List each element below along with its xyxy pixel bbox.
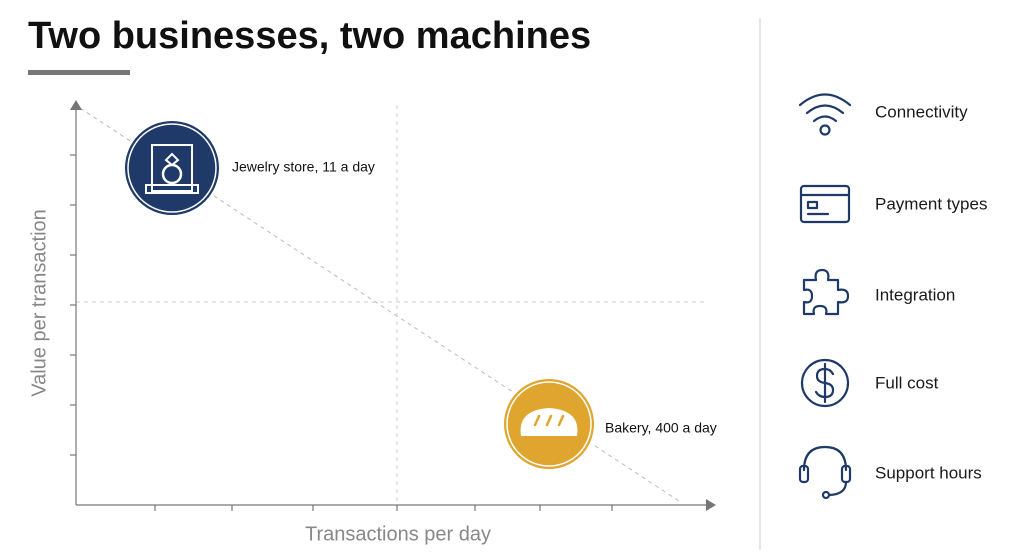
headset-icon bbox=[798, 445, 852, 500]
title: Two businesses, two machines bbox=[28, 15, 591, 57]
factor-label: Full cost bbox=[875, 373, 939, 392]
dollar-icon bbox=[800, 358, 850, 408]
point-label: Jewelry store, 11 a day bbox=[232, 159, 375, 175]
puzzle-icon bbox=[802, 268, 850, 316]
point-label: Bakery, 400 a day bbox=[605, 420, 717, 436]
jewelry-icon bbox=[123, 119, 221, 217]
title-underline bbox=[28, 70, 130, 75]
wifi-icon bbox=[798, 93, 852, 136]
x-axis-label: Transactions per day bbox=[305, 523, 491, 545]
factor-label: Payment types bbox=[875, 194, 987, 213]
factor-label: Connectivity bbox=[875, 102, 968, 121]
factor-label: Integration bbox=[875, 285, 955, 304]
bakery-icon bbox=[502, 377, 596, 471]
card-icon bbox=[799, 184, 851, 224]
y-axis-label: Value per transaction bbox=[28, 209, 50, 397]
factor-label: Support hours bbox=[875, 463, 982, 482]
